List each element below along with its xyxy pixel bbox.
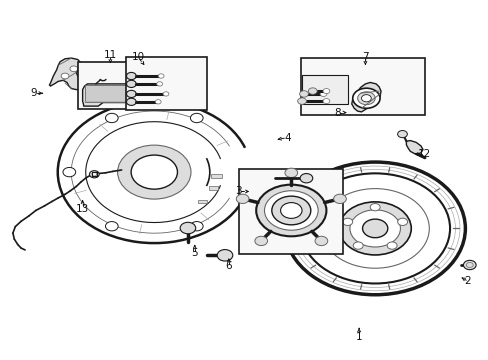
Circle shape bbox=[158, 74, 163, 78]
Text: 5: 5 bbox=[191, 248, 198, 258]
Text: 11: 11 bbox=[103, 50, 117, 60]
Bar bbox=[300, 58, 424, 116]
Bar bbox=[301, 75, 347, 104]
Circle shape bbox=[280, 203, 302, 219]
Circle shape bbox=[126, 72, 136, 80]
Circle shape bbox=[264, 191, 318, 230]
Text: 13: 13 bbox=[76, 204, 89, 214]
Circle shape bbox=[256, 185, 326, 236]
Circle shape bbox=[105, 221, 118, 231]
Circle shape bbox=[63, 167, 76, 177]
Circle shape bbox=[61, 73, 69, 79]
Circle shape bbox=[338, 202, 410, 255]
Circle shape bbox=[300, 174, 312, 183]
Circle shape bbox=[369, 203, 379, 211]
Circle shape bbox=[463, 260, 475, 270]
Text: 4: 4 bbox=[284, 133, 290, 143]
Circle shape bbox=[126, 90, 136, 98]
Circle shape bbox=[89, 171, 99, 178]
Circle shape bbox=[131, 155, 177, 189]
Circle shape bbox=[180, 222, 195, 234]
Circle shape bbox=[397, 218, 407, 225]
Circle shape bbox=[342, 218, 352, 225]
Circle shape bbox=[190, 113, 203, 123]
Circle shape bbox=[236, 194, 248, 203]
Circle shape bbox=[320, 91, 326, 96]
Text: 12: 12 bbox=[417, 149, 430, 159]
Polygon shape bbox=[351, 82, 380, 112]
Circle shape bbox=[217, 249, 232, 261]
Text: 8: 8 bbox=[333, 108, 340, 118]
Bar bbox=[238, 169, 343, 253]
Text: 6: 6 bbox=[225, 261, 232, 271]
Circle shape bbox=[386, 242, 396, 249]
Circle shape bbox=[271, 196, 310, 225]
Circle shape bbox=[323, 99, 329, 104]
Polygon shape bbox=[406, 140, 422, 154]
Polygon shape bbox=[82, 84, 136, 106]
Circle shape bbox=[333, 194, 346, 203]
Text: 3: 3 bbox=[235, 186, 242, 197]
Circle shape bbox=[105, 113, 118, 123]
Text: 10: 10 bbox=[131, 52, 144, 62]
Circle shape bbox=[314, 236, 327, 246]
Circle shape bbox=[157, 82, 162, 86]
Circle shape bbox=[254, 236, 267, 246]
Bar bbox=[84, 85, 132, 102]
Circle shape bbox=[190, 221, 203, 231]
Circle shape bbox=[349, 210, 400, 247]
Circle shape bbox=[117, 145, 191, 199]
Polygon shape bbox=[49, 58, 87, 90]
Circle shape bbox=[323, 89, 329, 94]
Circle shape bbox=[397, 131, 407, 138]
Text: 2: 2 bbox=[464, 276, 470, 286]
Circle shape bbox=[299, 91, 308, 97]
Circle shape bbox=[352, 242, 363, 249]
Circle shape bbox=[126, 80, 136, 87]
Circle shape bbox=[70, 66, 78, 72]
Circle shape bbox=[352, 88, 379, 108]
Bar bbox=[211, 174, 222, 178]
Text: 7: 7 bbox=[362, 52, 368, 62]
Circle shape bbox=[126, 98, 136, 105]
Circle shape bbox=[92, 172, 97, 176]
Circle shape bbox=[308, 88, 317, 94]
Bar bbox=[198, 200, 206, 203]
Circle shape bbox=[362, 219, 387, 238]
Circle shape bbox=[285, 168, 297, 177]
Circle shape bbox=[163, 92, 168, 96]
Circle shape bbox=[357, 92, 374, 105]
Text: 1: 1 bbox=[355, 332, 362, 342]
Text: 9: 9 bbox=[30, 88, 37, 98]
Bar bbox=[78, 62, 140, 109]
Bar bbox=[126, 57, 206, 110]
Circle shape bbox=[155, 100, 161, 104]
Bar bbox=[208, 186, 217, 189]
Circle shape bbox=[361, 95, 370, 102]
Circle shape bbox=[297, 98, 306, 104]
